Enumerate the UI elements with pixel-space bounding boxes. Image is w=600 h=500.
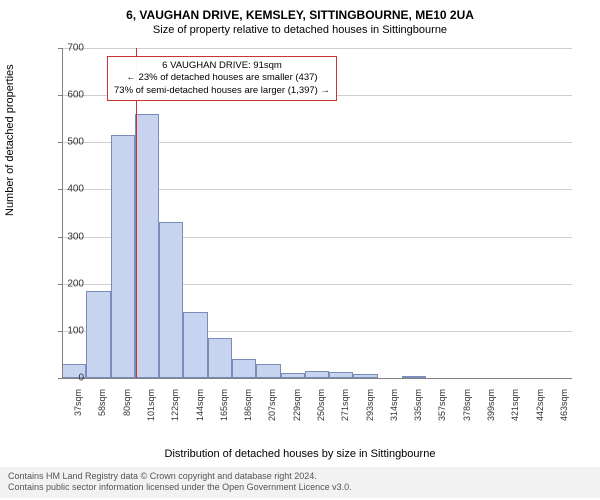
x-axis-label: Distribution of detached houses by size … [0, 448, 600, 460]
ytick-label: 100 [54, 325, 84, 336]
xtick-label: 80sqm [122, 389, 132, 416]
xtick-label: 58sqm [97, 389, 107, 416]
annotation-box: 6 VAUGHAN DRIVE: 91sqm← 23% of detached … [107, 56, 337, 101]
histogram-bar [135, 114, 159, 378]
xtick-label: 37sqm [73, 389, 83, 416]
histogram-bar [208, 338, 232, 378]
annotation-line: 6 VAUGHAN DRIVE: 91sqm [114, 60, 330, 72]
chart-area: 37sqm 58sqm 80sqm 101sqm 122sqm 144sqm 165sqm 1… [62, 48, 572, 418]
histogram-bar [232, 359, 256, 378]
xtick-label: 101sqm [146, 389, 156, 421]
ytick-label: 0 [54, 373, 84, 384]
xtick-label: 207sqm [267, 389, 277, 421]
xtick-label: 122sqm [170, 389, 180, 421]
x-axis [62, 378, 572, 379]
xtick-label: 229sqm [292, 389, 302, 421]
histogram-bar [256, 364, 280, 378]
xtick-label: 271sqm [340, 389, 350, 421]
ytick-label: 500 [54, 137, 84, 148]
histogram-bar [86, 291, 110, 378]
ytick-label: 600 [54, 90, 84, 101]
xtick-label: 144sqm [195, 389, 205, 421]
histogram-bar [183, 312, 207, 378]
histogram-bar [305, 371, 329, 378]
histogram-bar [111, 135, 135, 378]
xtick-label: 165sqm [219, 389, 229, 421]
xtick-label: 186sqm [243, 389, 253, 421]
xtick-label: 378sqm [462, 389, 472, 421]
y-axis-label: Number of detached properties [4, 64, 16, 216]
ytick-label: 700 [54, 43, 84, 54]
footer-line-2: Contains public sector information licen… [8, 482, 592, 494]
ytick-label: 300 [54, 231, 84, 242]
gridline [62, 48, 572, 49]
histogram-bar [159, 222, 183, 378]
ytick-label: 200 [54, 278, 84, 289]
xtick-label: 399sqm [486, 389, 496, 421]
annotation-line: 73% of semi-detached houses are larger (… [114, 85, 330, 97]
ytick-label: 400 [54, 184, 84, 195]
annotation-line: ← 23% of detached houses are smaller (43… [114, 72, 330, 84]
xtick-label: 335sqm [413, 389, 423, 421]
xtick-label: 357sqm [437, 389, 447, 421]
xtick-label: 250sqm [316, 389, 326, 421]
footer-attribution: Contains HM Land Registry data © Crown c… [0, 467, 600, 498]
xtick-label: 421sqm [510, 389, 520, 421]
chart-title: 6, VAUGHAN DRIVE, KEMSLEY, SITTINGBOURNE… [0, 0, 600, 22]
xtick-label: 293sqm [365, 389, 375, 421]
footer-line-1: Contains HM Land Registry data © Crown c… [8, 471, 592, 483]
xtick-label: 463sqm [559, 389, 569, 421]
xtick-label: 442sqm [535, 389, 545, 421]
chart-subtitle: Size of property relative to detached ho… [0, 22, 600, 40]
xtick-label: 314sqm [389, 389, 399, 421]
plot-region: 37sqm58sqm80sqm101sqm122sqm144sqm165sqm1… [62, 48, 572, 378]
